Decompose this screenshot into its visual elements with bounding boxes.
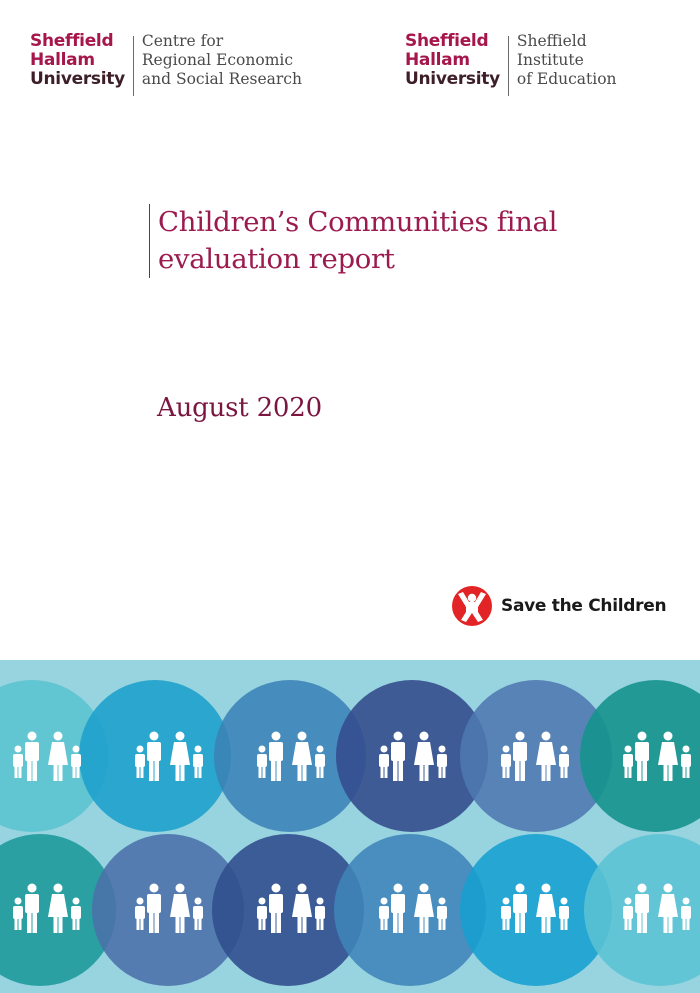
logo-divider xyxy=(507,36,509,96)
shu-wordmark: Sheffield Hallam University xyxy=(405,32,500,89)
report-title-line: Children’s Communities final xyxy=(158,206,558,238)
department-line: Centre for xyxy=(141,32,224,50)
department-line: Regional Economic xyxy=(141,51,294,69)
department-name: Centre for Regional Economic and Social … xyxy=(142,32,302,89)
shu-wordmark-line: Hallam xyxy=(405,50,470,70)
department-line: Sheffield xyxy=(516,32,587,50)
report-date: August 2020 xyxy=(157,393,322,423)
save-the-children-name: Save the Children xyxy=(501,596,667,616)
shu-sioe-logo: Sheffield Hallam University Sheffield In… xyxy=(405,32,617,96)
shu-wordmark-line: Sheffield xyxy=(30,31,114,51)
shu-cresr-logo: Sheffield Hallam University Centre for R… xyxy=(30,32,302,96)
families-illustration xyxy=(0,660,700,993)
report-title: Children’s Communities final evaluation … xyxy=(149,204,557,278)
shu-wordmark-line: Sheffield xyxy=(405,31,489,51)
logo-divider xyxy=(132,36,134,96)
report-title-line: evaluation report xyxy=(158,243,395,275)
shu-wordmark-line: University xyxy=(405,69,500,89)
shu-wordmark-line: University xyxy=(30,69,125,89)
department-line: of Education xyxy=(516,70,617,88)
save-the-children-logo: Save the Children xyxy=(451,585,667,627)
department-name: Sheffield Institute of Education xyxy=(517,32,617,89)
department-line: Institute xyxy=(516,51,584,69)
shu-wordmark: Sheffield Hallam University xyxy=(30,32,125,89)
shu-wordmark-line: Hallam xyxy=(30,50,95,70)
department-line: and Social Research xyxy=(141,70,302,88)
save-the-children-emblem-icon xyxy=(452,586,492,626)
